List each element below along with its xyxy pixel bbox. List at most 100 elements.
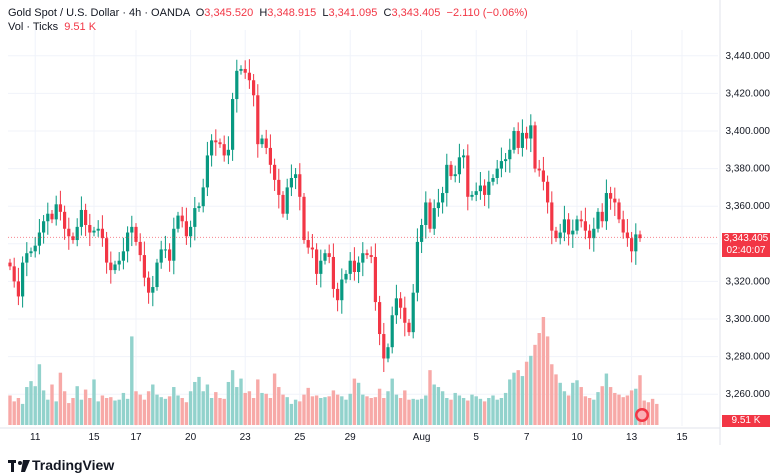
volume-bar [176, 395, 180, 425]
candle-body [365, 253, 369, 256]
change-value: −2.110 (−0.06%) [446, 7, 528, 19]
volume-bar [251, 398, 256, 425]
volume-bar [596, 392, 600, 425]
y-tick-label: 3,320.000 [726, 276, 771, 287]
volume-bar [314, 395, 319, 425]
candle-body [432, 208, 436, 229]
candle-body [424, 202, 428, 225]
candle-body [394, 298, 398, 316]
candle-body [42, 221, 46, 233]
volume-bar [344, 399, 348, 425]
tradingview-logo[interactable]: TradingView [8, 457, 114, 473]
volume-bar [541, 317, 546, 425]
volume-bar [159, 397, 163, 425]
volume-bar [508, 379, 512, 425]
candle-body [214, 140, 218, 143]
candle-body [470, 194, 474, 197]
volume-bar [495, 399, 499, 425]
candle-body [453, 174, 457, 177]
volume-bar [209, 398, 214, 425]
tradingview-logo-icon [8, 459, 30, 472]
volume-bar [474, 396, 478, 425]
volume-bar [583, 396, 588, 425]
volume-bar [319, 398, 323, 425]
volume-legend: Vol · Ticks 9.51 K [8, 21, 96, 33]
volume-bar [125, 398, 130, 425]
x-tick-label: 15 [88, 432, 100, 443]
close-label: C [383, 7, 392, 19]
candle-body [218, 142, 222, 145]
volume-bar [67, 403, 71, 425]
candle-body [268, 147, 272, 165]
volume-bar [600, 386, 604, 425]
candle-body [554, 230, 558, 239]
candle-body [197, 206, 201, 209]
volume-tag-value: 9.51 K [731, 415, 761, 426]
candle-body [193, 208, 197, 227]
volume-bar [29, 381, 33, 425]
volume-bar [37, 364, 42, 425]
candle-body [260, 138, 264, 145]
volume-bar [419, 398, 424, 425]
candle-body [533, 125, 537, 169]
candle-body [478, 185, 482, 192]
live-flag-icon-inner [637, 410, 647, 420]
candle-body [361, 253, 365, 263]
volume-bar [218, 398, 222, 425]
volume-bar [79, 399, 84, 425]
volume-bar [268, 398, 273, 425]
candle-body [369, 255, 373, 257]
candle-body [264, 138, 268, 148]
candle-body [159, 249, 163, 263]
candle-body [504, 159, 508, 162]
volume-tag: 9.51 K [722, 415, 770, 427]
volume-bar [621, 397, 625, 425]
candle-body [449, 164, 453, 177]
candle-body [571, 230, 575, 235]
low-label: L [322, 7, 329, 19]
volume-bar [361, 394, 365, 425]
chart-header: Gold Spot / U.S. Dollar · 4h · OANDA O3,… [8, 7, 528, 19]
volume-bar [638, 375, 642, 425]
candle-body [525, 132, 529, 139]
volume-bar [155, 394, 159, 425]
candle-body [79, 209, 83, 227]
candle-body [378, 302, 382, 335]
candle-body [495, 168, 499, 178]
volume-bar [571, 382, 575, 425]
volume-bar [104, 398, 109, 425]
candle-body [428, 202, 432, 229]
candle-body [390, 315, 394, 348]
candle-body [243, 68, 247, 73]
symbol-title[interactable]: Gold Spot / U.S. Dollar · 4h · OANDA [8, 7, 190, 19]
x-tick-label: Aug [413, 432, 431, 443]
candle-body [445, 164, 449, 194]
candle-body [239, 68, 243, 71]
candle-body [25, 253, 29, 263]
candle-body [163, 249, 167, 251]
candle-body [189, 226, 193, 237]
candle-body [386, 347, 390, 359]
volume-bar [256, 379, 260, 425]
volume-bar [88, 398, 92, 425]
volume-bar [390, 378, 394, 425]
candle-body [84, 209, 88, 225]
y-tick-label: 3,420.000 [726, 88, 771, 99]
candle-body [373, 256, 377, 303]
volume-bar [516, 370, 520, 425]
candle-body [541, 170, 545, 182]
candle-body [176, 215, 180, 229]
volume-bar [25, 387, 29, 425]
candle-body [235, 70, 239, 100]
x-tick-label: 17 [130, 432, 142, 443]
volume-bar [163, 398, 168, 425]
volume-bar [650, 398, 655, 425]
volume-label[interactable]: Vol · Ticks [8, 21, 59, 33]
volume-bar [394, 394, 399, 425]
candle-body [348, 260, 352, 274]
volume-bar [8, 395, 12, 425]
candle-body [613, 198, 617, 203]
volume-bar [180, 398, 184, 425]
volume-bar [453, 392, 457, 425]
